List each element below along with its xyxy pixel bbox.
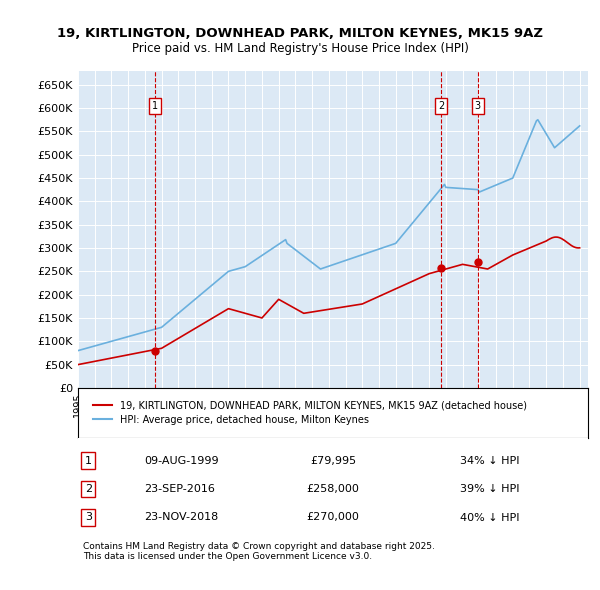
Text: 1: 1 [152,101,158,111]
Text: 1: 1 [85,455,92,466]
Text: Contains HM Land Registry data © Crown copyright and database right 2025.
This d: Contains HM Land Registry data © Crown c… [83,542,435,561]
Legend: 19, KIRTLINGTON, DOWNHEAD PARK, MILTON KEYNES, MK15 9AZ (detached house), HPI: A: 19, KIRTLINGTON, DOWNHEAD PARK, MILTON K… [88,396,532,430]
Text: 3: 3 [85,513,92,523]
Text: £79,995: £79,995 [310,455,356,466]
Text: 23-NOV-2018: 23-NOV-2018 [145,513,218,523]
Text: 2: 2 [438,101,445,111]
Text: £258,000: £258,000 [307,484,359,494]
Text: 39% ↓ HPI: 39% ↓ HPI [461,484,520,494]
Text: 23-SEP-2016: 23-SEP-2016 [145,484,215,494]
Text: Price paid vs. HM Land Registry's House Price Index (HPI): Price paid vs. HM Land Registry's House … [131,42,469,55]
Text: 09-AUG-1999: 09-AUG-1999 [145,455,219,466]
Text: 3: 3 [475,101,481,111]
Text: 40% ↓ HPI: 40% ↓ HPI [461,513,520,523]
Text: 2: 2 [85,484,92,494]
Text: 19, KIRTLINGTON, DOWNHEAD PARK, MILTON KEYNES, MK15 9AZ: 19, KIRTLINGTON, DOWNHEAD PARK, MILTON K… [57,27,543,40]
Text: 34% ↓ HPI: 34% ↓ HPI [461,455,520,466]
Text: £270,000: £270,000 [307,513,359,523]
